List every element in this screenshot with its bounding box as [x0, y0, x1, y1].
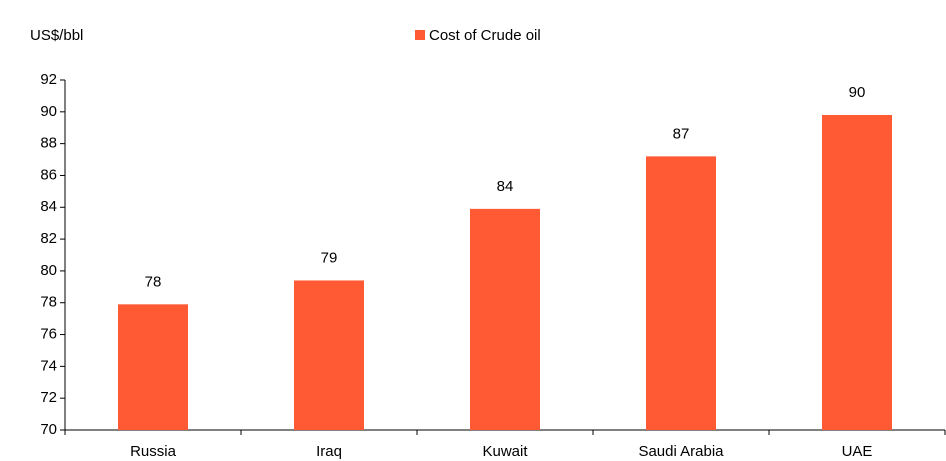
legend-label: Cost of Crude oil [429, 27, 541, 44]
bar [646, 156, 716, 430]
bar [118, 304, 188, 430]
data-label: 84 [497, 178, 514, 195]
y-axis-label: US$/bbl [30, 27, 83, 44]
y-tick-label: 80 [40, 262, 57, 279]
x-tick-label: UAE [842, 443, 873, 460]
data-label: 79 [321, 249, 338, 266]
y-tick-label: 86 [40, 166, 57, 183]
y-tick-label: 78 [40, 294, 57, 311]
data-label: 87 [673, 125, 690, 142]
y-tick-label: 76 [40, 326, 57, 343]
x-tick-label: Russia [130, 443, 177, 460]
x-tick-label: Saudi Arabia [638, 443, 724, 460]
data-label: 90 [849, 84, 866, 101]
y-tick-label: 72 [40, 389, 57, 406]
data-label: 78 [145, 273, 162, 290]
bar [470, 208, 540, 430]
bar [294, 280, 364, 430]
y-tick-label: 82 [40, 230, 57, 247]
bar [822, 115, 892, 430]
y-tick-label: 90 [40, 103, 57, 120]
x-tick-label: Kuwait [482, 443, 528, 460]
y-tick-label: 84 [40, 198, 57, 215]
y-tick-label: 92 [40, 71, 57, 88]
x-tick-label: Iraq [316, 443, 342, 460]
y-tick-label: 88 [40, 135, 57, 152]
y-tick-label: 74 [40, 357, 57, 374]
legend-swatch [415, 30, 425, 40]
y-tick-label: 70 [40, 421, 57, 438]
